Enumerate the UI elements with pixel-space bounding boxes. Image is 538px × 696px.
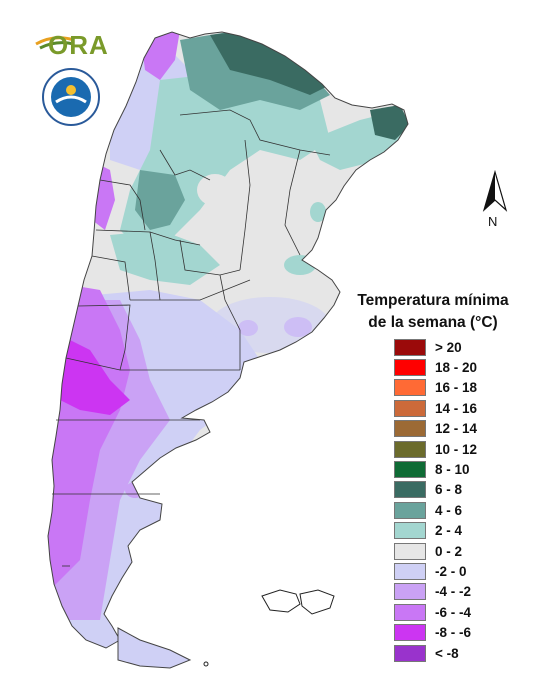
legend-swatch	[394, 603, 426, 621]
legend-item: -4 - -2	[394, 583, 471, 601]
legend-swatch	[394, 501, 426, 519]
smn-logo	[42, 68, 100, 126]
legend-item: -8 - -6	[394, 624, 471, 642]
legend-swatch	[394, 440, 426, 458]
legend-item: 4 - 6	[394, 501, 462, 519]
legend-item: > 20	[394, 338, 462, 356]
legend-label: 8 - 10	[435, 461, 470, 477]
legend-title: Temperatura mínima de la semana (°C)	[338, 290, 528, 334]
legend-title-line1: Temperatura mínima	[357, 292, 509, 309]
legend-swatch	[394, 583, 426, 601]
legend-title-line2: de la semana (°C)	[368, 314, 498, 331]
zone-0-2-north-island	[197, 174, 233, 206]
legend-item: 0 - 2	[394, 542, 462, 560]
tierra-del-fuego	[117, 627, 192, 669]
legend-swatch	[394, 562, 426, 580]
legend-label: -6 - -4	[435, 604, 472, 620]
small-island	[203, 661, 209, 667]
legend-swatch	[394, 542, 426, 560]
legend-label: > 20	[435, 339, 462, 355]
legend-swatch	[394, 358, 426, 376]
legend-item: 6 - 8	[394, 481, 462, 499]
zone-6-8-ne	[370, 105, 408, 140]
legend-swatch	[394, 624, 426, 642]
legend-item: -6 - -4	[394, 603, 471, 621]
temperature-zones	[48, 32, 408, 648]
legend-item: 8 - 10	[394, 460, 470, 478]
legend-label: -4 - -2	[435, 584, 472, 600]
legend-label: 6 - 8	[435, 482, 463, 498]
legend-item: 16 - 18	[394, 379, 477, 397]
legend-swatch	[394, 481, 426, 499]
legend-label: 16 - 18	[435, 380, 478, 396]
smn-logo-icon	[42, 68, 100, 126]
legend-item: 18 - 20	[394, 358, 477, 376]
legend-label: -8 - -6	[435, 625, 472, 641]
legend-item: 12 - 14	[394, 420, 477, 438]
legend-swatch	[394, 379, 426, 397]
legend-label: 18 - 20	[435, 359, 478, 375]
legend-label: 12 - 14	[435, 421, 478, 437]
legend-item: 14 - 16	[394, 399, 477, 417]
legend-item: -2 - 0	[394, 562, 467, 580]
legend-label: 14 - 16	[435, 400, 478, 416]
legend-swatch	[394, 460, 426, 478]
legend-label: 0 - 2	[435, 543, 463, 559]
north-arrow-icon	[482, 170, 508, 212]
ora-logo: ORA	[34, 22, 108, 62]
argentina-outline	[47, 31, 409, 649]
malvinas-islands	[261, 589, 335, 615]
legend-swatch	[394, 399, 426, 417]
legend-swatch	[394, 338, 426, 356]
legend-label: 2 - 4	[435, 523, 463, 539]
legend-label: 10 - 12	[435, 441, 478, 457]
legend-swatch	[394, 420, 426, 438]
legend-label: 4 - 6	[435, 502, 463, 518]
zone-2-4-ne-small	[310, 202, 326, 222]
zone-6-8-north	[210, 32, 330, 95]
legend-label: < -8	[435, 645, 459, 661]
legend-swatch	[394, 522, 426, 540]
legend-swatch	[394, 644, 426, 662]
legend-item: 10 - 12	[394, 440, 477, 458]
ora-logo-text: ORA	[48, 30, 109, 60]
legend-item: 2 - 4	[394, 522, 462, 540]
province-borders	[52, 109, 331, 567]
zone-2-4-east	[284, 255, 316, 275]
zone-4-6-center	[135, 170, 185, 230]
zone-minus4-minus2-south-coast	[125, 482, 145, 498]
legend-item: < -8	[394, 644, 459, 662]
legend: Temperatura mínima de la semana (°C) > 2…	[338, 290, 528, 662]
north-label: N	[488, 214, 498, 229]
zone-minus8-minus6	[50, 330, 130, 415]
ora-logo-icon	[35, 36, 75, 50]
legend-label: -2 - 0	[435, 563, 467, 579]
